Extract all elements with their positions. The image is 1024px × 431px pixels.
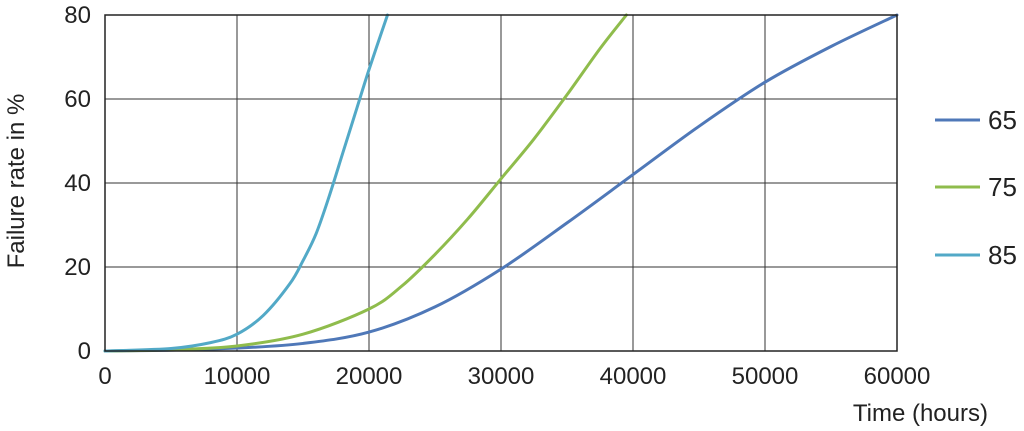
x-tick-label: 0 — [98, 363, 111, 390]
y-axis-label: Failure rate in % — [3, 94, 30, 269]
series-line-75 — [103, 13, 628, 353]
plot-frame — [104, 14, 898, 352]
legend-label-85: 85 — [988, 240, 1017, 270]
legend-label-65: 65 — [988, 105, 1017, 135]
series-line-85 — [103, 13, 389, 353]
y-tick-label: 80 — [64, 2, 91, 29]
x-tick-label: 50000 — [732, 363, 799, 390]
y-tick-label: 0 — [78, 338, 91, 365]
grid — [105, 15, 897, 351]
x-axis-label: Time (hours) — [853, 400, 988, 427]
x-tick-label: 60000 — [864, 363, 931, 390]
y-tick-label: 60 — [64, 86, 91, 113]
legend: 65 75 85 — [935, 105, 1017, 270]
x-tick-label: 30000 — [468, 363, 535, 390]
series-lines — [103, 13, 899, 353]
x-tick-label: 20000 — [336, 363, 403, 390]
x-tick-label: 40000 — [600, 363, 667, 390]
x-tick-label: 10000 — [204, 363, 271, 390]
y-tick-label: 20 — [64, 254, 91, 281]
tick-labels: 0 10000 20000 30000 40000 50000 60000 0 20 40 60 80 — [64, 2, 930, 390]
legend-label-75: 75 — [988, 172, 1017, 202]
y-tick-label: 40 — [64, 170, 91, 197]
series-line-65 — [103, 13, 899, 353]
